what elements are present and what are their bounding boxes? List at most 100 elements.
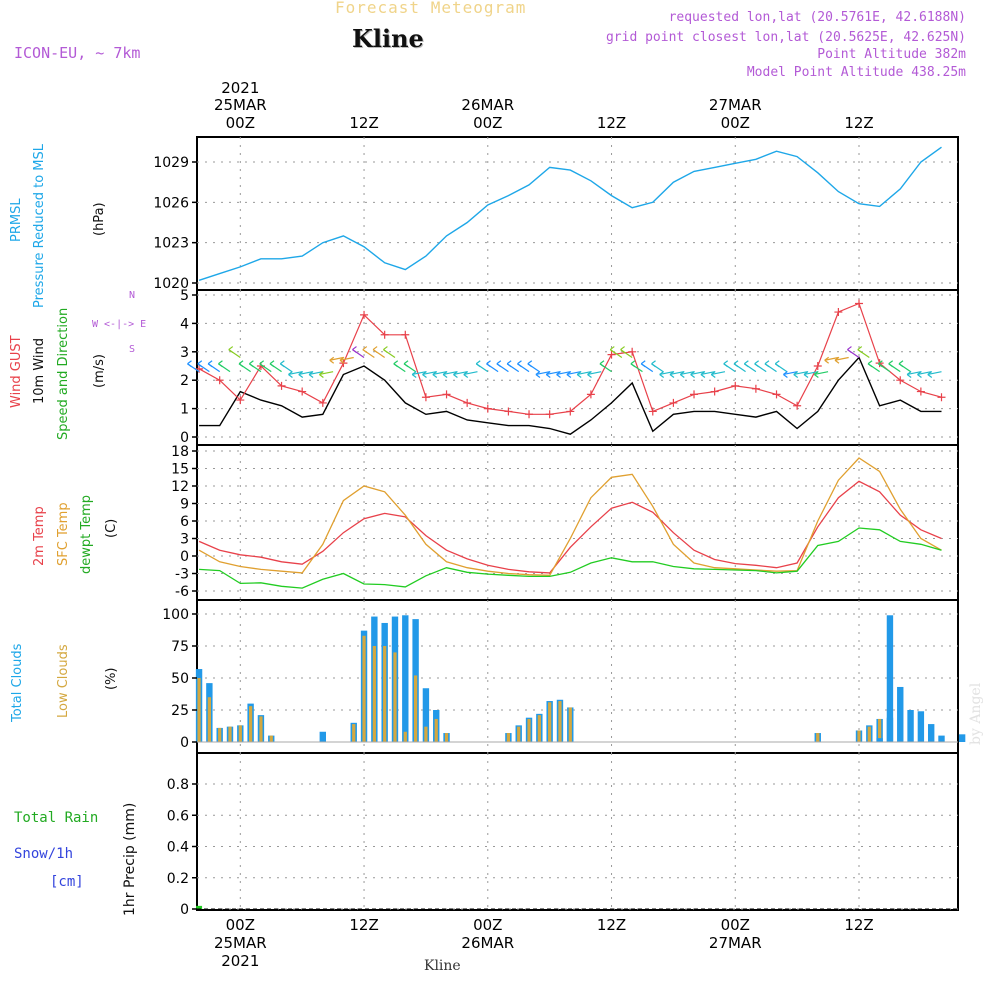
ytick-label: 12: [171, 479, 189, 495]
wind-direction-arrow: [803, 371, 818, 376]
time-tick-label: 12Z: [844, 916, 873, 934]
ytick-label: 1023: [153, 236, 189, 252]
wind-arrow-head: [723, 360, 729, 368]
time-year-label: 2021: [221, 79, 259, 97]
wind-arrow-head: [867, 360, 873, 368]
wind-gust-marker: [360, 310, 369, 319]
wind-arrow-head: [288, 370, 293, 378]
total-cloud-bar: [938, 735, 945, 742]
ytick-label: 1: [180, 402, 189, 418]
total-cloud-bar: [917, 711, 925, 742]
ytick-label: 1020: [153, 276, 189, 292]
wind-arrow-head: [486, 360, 491, 368]
wind-direction-arrow: [659, 371, 674, 376]
wind-gust-marker: [215, 376, 224, 385]
wind-direction-arrow: [577, 371, 592, 376]
ytick-label: -3: [175, 567, 189, 583]
wind-arrow-head: [249, 360, 254, 368]
wind-gust-marker: [916, 387, 925, 396]
ytick-label: 2: [180, 373, 189, 389]
panel-frame-1: [196, 289, 959, 446]
wind-gust-marker: [236, 396, 245, 405]
time-year-label: 2021: [221, 952, 259, 970]
low-cloud-bar: [362, 635, 366, 742]
wind-arrow-head: [906, 370, 912, 378]
wind-arrow-head: [659, 370, 665, 378]
ytick-label: 3: [180, 532, 189, 548]
time-tick-label: 12Z: [844, 114, 873, 132]
ytick-label: 6: [180, 514, 189, 530]
wind-gust-marker: [380, 330, 389, 339]
wind-arrow-head: [527, 360, 533, 368]
low-cloud-bar: [269, 735, 273, 742]
wind-gust-marker: [648, 407, 657, 416]
wind-arrow-head: [383, 346, 388, 354]
wind-arrow-head: [329, 356, 335, 364]
time-tick-label: 00Z: [721, 114, 750, 132]
wind-10m-line: [199, 356, 942, 435]
wind-arrow-head: [218, 360, 223, 368]
wind-direction-arrow: [566, 371, 581, 376]
time-tick-label: 12Z: [349, 916, 378, 934]
wind-gust-marker: [751, 384, 760, 393]
wind-arrow-head: [888, 360, 894, 368]
low-cloud-bar: [383, 646, 387, 742]
wind-arrow-head: [556, 370, 561, 378]
wind-gust-marker: [896, 376, 905, 385]
low-cloud-bar: [228, 726, 232, 742]
wind-gust-marker: [813, 362, 822, 370]
wind-direction-arrow: [711, 371, 726, 376]
wind-gust-marker: [504, 407, 513, 416]
temp-2m-line: [198, 480, 942, 574]
wind-arrow-head: [587, 370, 592, 378]
wind-direction-arrow: [814, 371, 829, 376]
wind-direction-arrow: [690, 371, 705, 376]
wind-gust-marker: [855, 299, 864, 308]
ytick-label: -6: [175, 584, 189, 600]
wind-arrow-head: [453, 370, 458, 378]
wind-direction-arrow: [453, 371, 468, 376]
wind-direction-arrow: [443, 371, 457, 376]
wind-arrow-head: [535, 370, 541, 378]
wind-arrow-head: [475, 360, 481, 368]
wind-arrow-head: [898, 360, 904, 368]
wind-gust-marker: [483, 404, 492, 413]
total-cloud-bar: [886, 615, 894, 742]
low-cloud-bar: [568, 707, 572, 742]
wind-arrow-head: [545, 370, 551, 378]
wind-arrow-head: [917, 370, 922, 378]
time-date-label: 26MAR: [461, 96, 514, 114]
wind-arrow-head: [824, 356, 830, 364]
wind-arrow-head: [228, 346, 234, 354]
wind-arrow-head: [422, 370, 427, 378]
time-date-label: 27MAR: [709, 934, 762, 952]
total-cloud-bar: [907, 710, 914, 742]
low-cloud-bar: [414, 675, 418, 742]
wind-gust-marker: [463, 398, 472, 407]
wind-gust-marker: [731, 381, 740, 390]
compass-we-label: W <-|-> E: [92, 319, 147, 330]
low-cloud-bar: [238, 725, 242, 742]
ytick-label: 18: [171, 444, 189, 460]
panel-frame-4: [196, 752, 959, 911]
wind-arrow-head: [279, 360, 285, 368]
wind-arrow-head: [352, 346, 357, 354]
low-cloud-bar: [403, 731, 407, 742]
wind-arrow-head: [362, 346, 368, 354]
wind-direction-arrow: [546, 371, 561, 376]
rain-label: Total Rain: [14, 810, 99, 826]
wind-gust-marker: [421, 393, 430, 402]
compass-n-label: N: [129, 290, 136, 301]
wind-arrow-head: [496, 360, 502, 368]
wind-direction-arrow: [834, 356, 849, 361]
low-cloud-bar: [558, 701, 562, 742]
ytick-label: 0.8: [167, 777, 189, 793]
ytick-label: 0.2: [167, 871, 189, 887]
wind-arrow-head: [803, 370, 809, 378]
temp-sfc-line: [198, 457, 942, 576]
axis-labels: 1020102310261029012345-6-303691215180255…: [153, 79, 873, 970]
low-cloud-bar: [527, 718, 531, 742]
wind-arrow-head: [927, 370, 933, 378]
wind-arrow-head: [463, 370, 469, 378]
